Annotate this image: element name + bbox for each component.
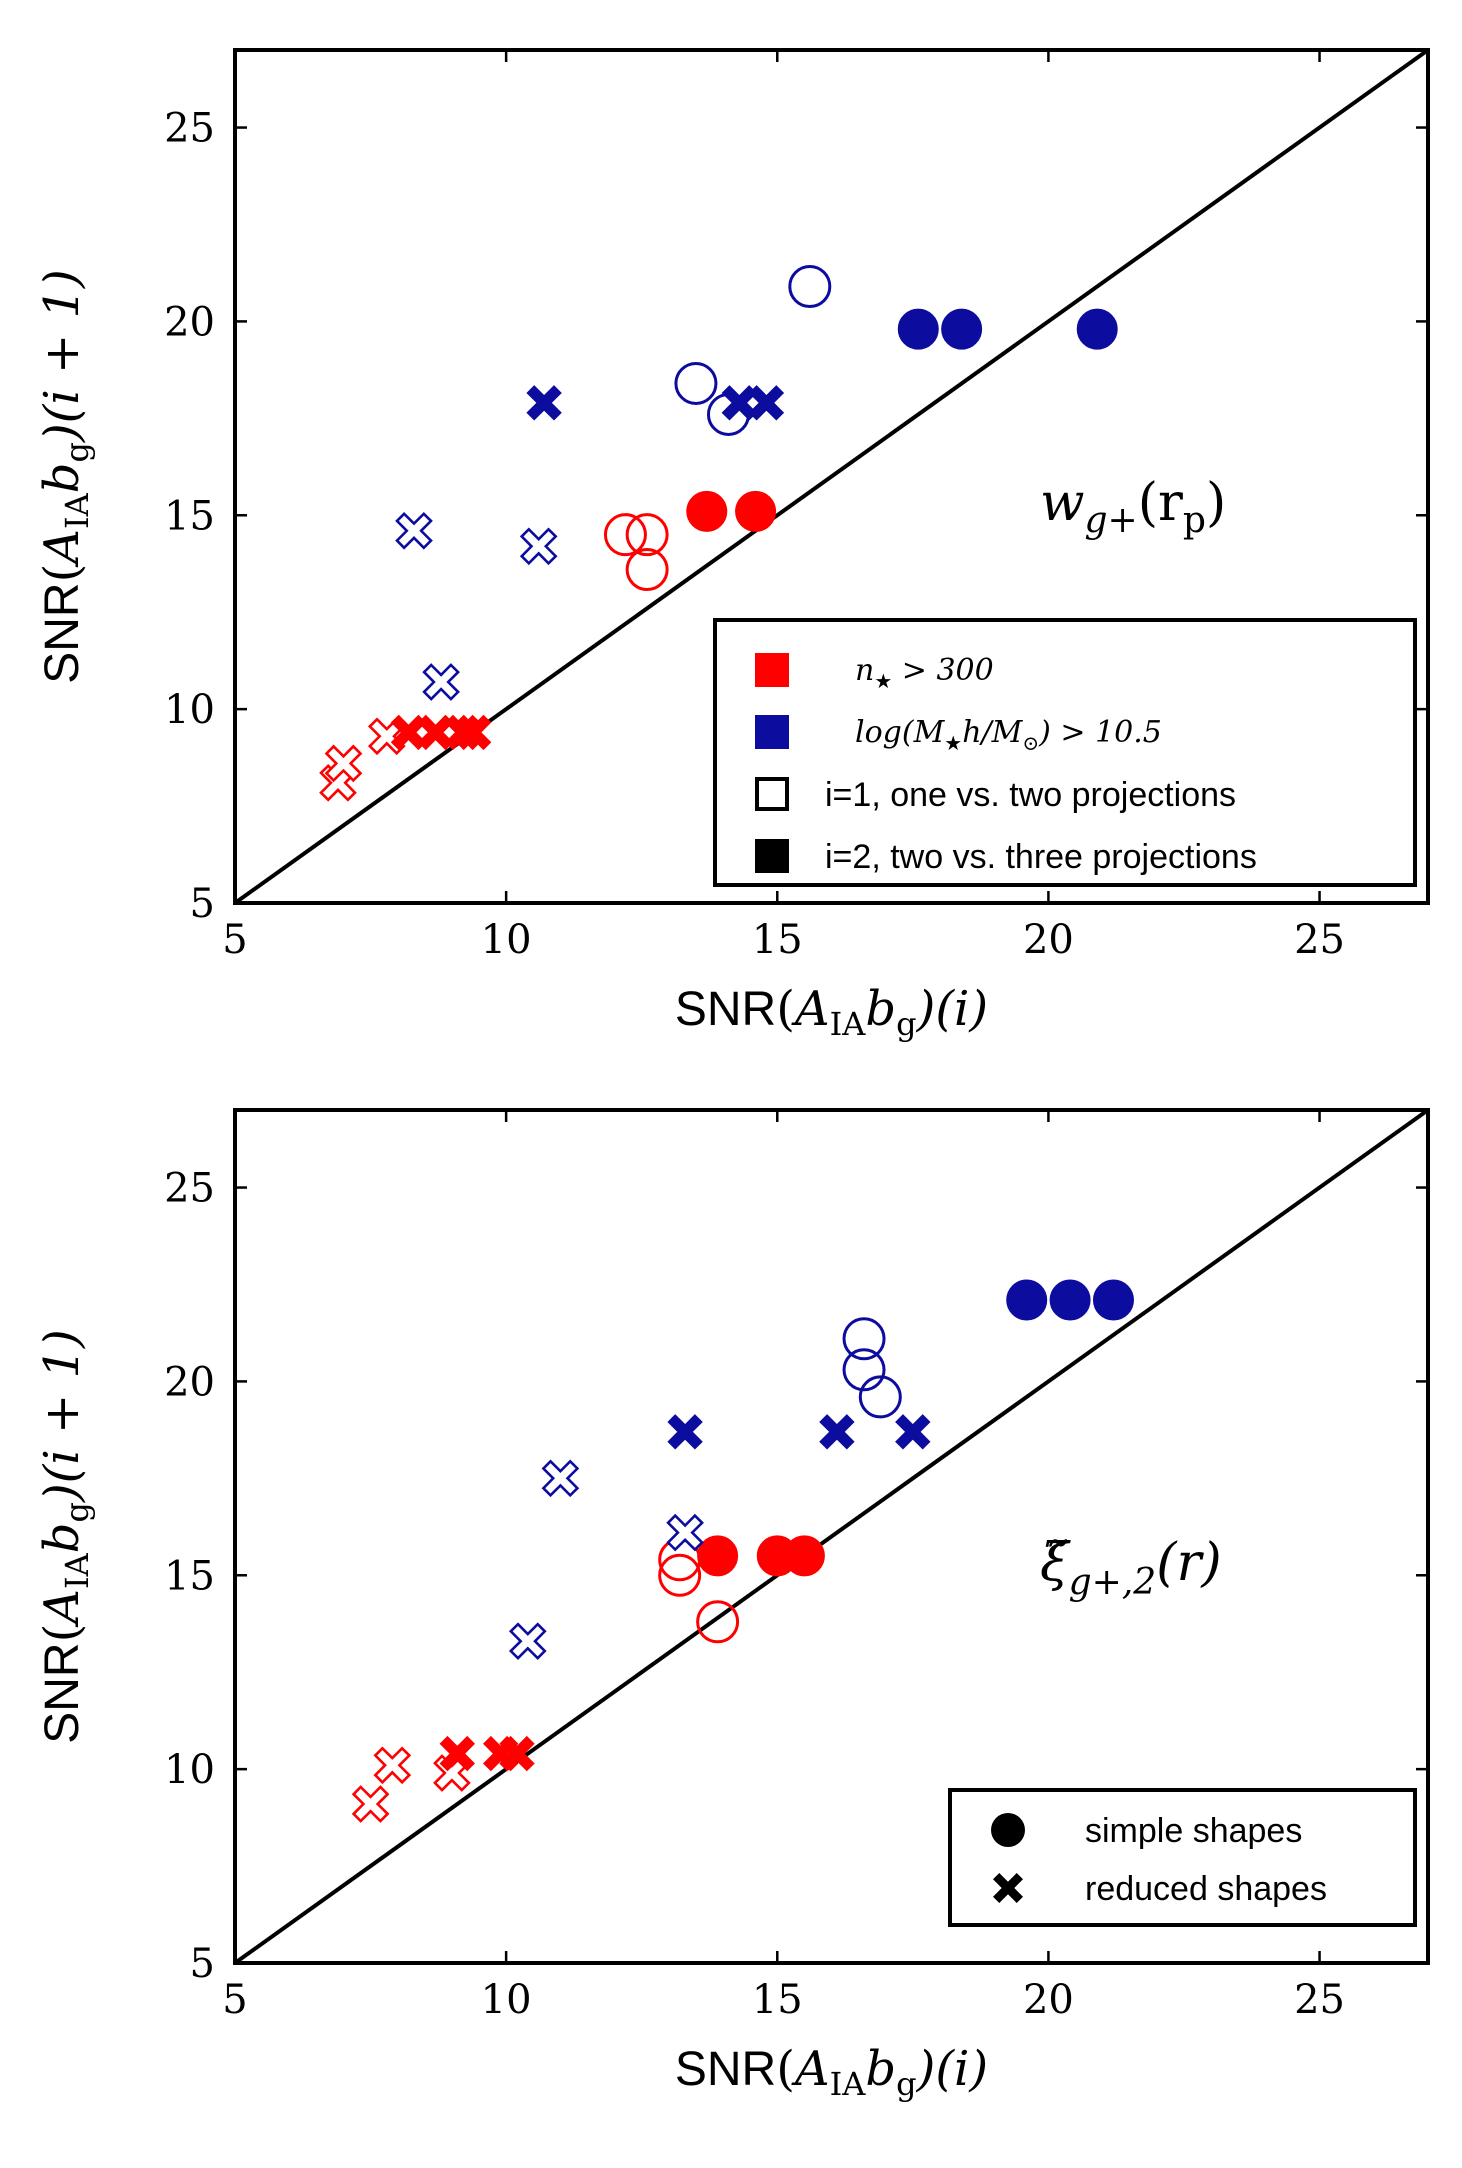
blue-filled-circle-point — [1076, 308, 1118, 350]
red-filled-circle-point — [686, 490, 728, 532]
blue-open-cross-point — [519, 527, 558, 566]
x-tick-label: 15 — [752, 917, 803, 963]
red-filled-cross-point — [499, 1735, 535, 1772]
red-open-circle-point — [625, 548, 669, 592]
x-axis-label: SNR(AIAbg)(i) — [675, 2041, 988, 2103]
x-tick-label: 10 — [481, 1977, 532, 2023]
legend-box — [948, 1788, 1417, 1927]
y-tick-label: 5 — [190, 1941, 215, 1987]
red-filled-cross-point — [439, 1735, 476, 1772]
red-filled-circle-point — [783, 1535, 825, 1577]
red-open-circle-point — [658, 1553, 702, 1597]
legend-swatch-blue — [755, 715, 789, 749]
y-axis-label: SNR(AIAbg)(i + 1) — [34, 269, 96, 684]
red-open-circle-point — [696, 1600, 740, 1644]
red-open-circle-point — [625, 513, 669, 557]
blue-open-circle-point — [842, 1348, 886, 1392]
y-tick-label: 10 — [164, 687, 215, 733]
legend-cross-marker — [993, 1873, 1023, 1903]
blue-filled-circle-point — [941, 308, 983, 350]
blue-open-circle-point — [788, 265, 832, 309]
blue-filled-circle-point — [897, 308, 939, 350]
blue-open-circle-point — [858, 1375, 902, 1419]
red-open-cross-point — [324, 744, 363, 783]
legend-label: simple shapes — [1085, 1812, 1302, 1850]
legend-box — [713, 618, 1417, 887]
red-filled-circle-point — [697, 1535, 739, 1577]
x-tick-label: 20 — [1023, 917, 1074, 963]
y-tick-label: 15 — [164, 493, 215, 539]
legend-label: i=1, one vs. two projections — [825, 776, 1236, 814]
blue-open-cross-point — [395, 511, 433, 550]
blue-filled-cross-point — [748, 385, 785, 421]
y-tick-label: 20 — [164, 1359, 215, 1405]
x-tick-label: 25 — [1294, 917, 1345, 963]
x-tick-label: 5 — [222, 1977, 247, 2023]
red-filled-cross-point — [455, 714, 492, 751]
red-open-circle-point — [603, 513, 647, 557]
plot-area — [235, 50, 1428, 903]
legend-label: i=2, two vs. three projections — [825, 838, 1257, 876]
y-tick-label: 25 — [164, 1166, 215, 1212]
plot-area — [235, 1110, 1428, 1963]
panel-annotation: ξ̃g+,2(r) — [1040, 1533, 1222, 1603]
legend: simple shapes reduced shapes — [948, 1788, 1417, 1927]
blue-filled-circle-point — [1006, 1279, 1048, 1321]
plot-frame — [233, 48, 1430, 905]
x-tick-label: 10 — [481, 917, 532, 963]
blue-filled-cross-point — [667, 1414, 703, 1450]
blue-open-cross-point — [541, 1459, 580, 1498]
blue-open-circle-point — [674, 361, 718, 405]
legend-swatch-black — [755, 839, 789, 873]
x-tick-label: 15 — [752, 1977, 803, 2023]
red-filled-cross-point — [417, 714, 454, 751]
blue-filled-circle-point — [1049, 1279, 1091, 1321]
diagonal-line — [235, 50, 1428, 903]
legend-label: n★ > 300 — [855, 653, 994, 693]
y-tick-label: 20 — [164, 299, 215, 345]
blue-filled-cross-point — [819, 1414, 855, 1450]
legend-circle-marker — [991, 1813, 1025, 1847]
legend-label: reduced shapes — [1085, 1870, 1327, 1908]
top-panel: 5 10 15 20 25 5 10 15 20 25 SNR(AIAbg)(i) SNR(AIAbg… — [34, 48, 1430, 1043]
y-axis-label: SNR(AIAbg)(i + 1) — [34, 1329, 96, 1744]
blue-filled-circle-point — [1092, 1279, 1134, 1321]
blue-filled-cross-point — [895, 1414, 931, 1450]
plot-frame — [233, 1108, 1430, 1965]
panel-annotation: wg+(rp) — [1040, 473, 1226, 541]
y-tick-label: 5 — [190, 881, 215, 927]
x-tick-label: 20 — [1023, 1977, 1074, 2023]
y-tick-label: 15 — [164, 1553, 215, 1599]
legend: n★ > 300 log(M★h/M⊙) > 10.5 i=1, one vs. t… — [713, 618, 1417, 887]
y-tick-label: 10 — [164, 1747, 215, 1793]
bottom-panel: 5 10 15 20 25 5 10 15 20 25 SNR(AIAbg)(i) SNR(AIAbg… — [34, 1108, 1430, 2103]
x-tick-label: 5 — [222, 917, 247, 963]
blue-filled-cross-point — [526, 385, 562, 421]
legend-swatch-open — [755, 777, 789, 811]
blue-open-cross-point — [422, 663, 460, 701]
red-filled-circle-point — [735, 490, 777, 532]
legend-label: log(M★h/M⊙) > 10.5 — [855, 715, 1162, 755]
legend-swatch-red — [755, 653, 789, 687]
red-open-cross-point — [351, 1785, 390, 1823]
x-tick-label: 25 — [1294, 1977, 1345, 2023]
diagonal-line — [235, 1110, 1428, 1963]
y-tick-label: 25 — [164, 106, 215, 152]
red-filled-cross-point — [390, 714, 427, 751]
blue-open-circle-point — [842, 1317, 886, 1361]
x-axis-label: SNR(AIAbg)(i) — [675, 981, 988, 1043]
blue-filled-cross-point — [721, 385, 758, 421]
red-open-cross-point — [373, 1746, 412, 1785]
blue-open-cross-point — [508, 1622, 547, 1661]
blue-open-cross-point — [666, 1513, 704, 1552]
